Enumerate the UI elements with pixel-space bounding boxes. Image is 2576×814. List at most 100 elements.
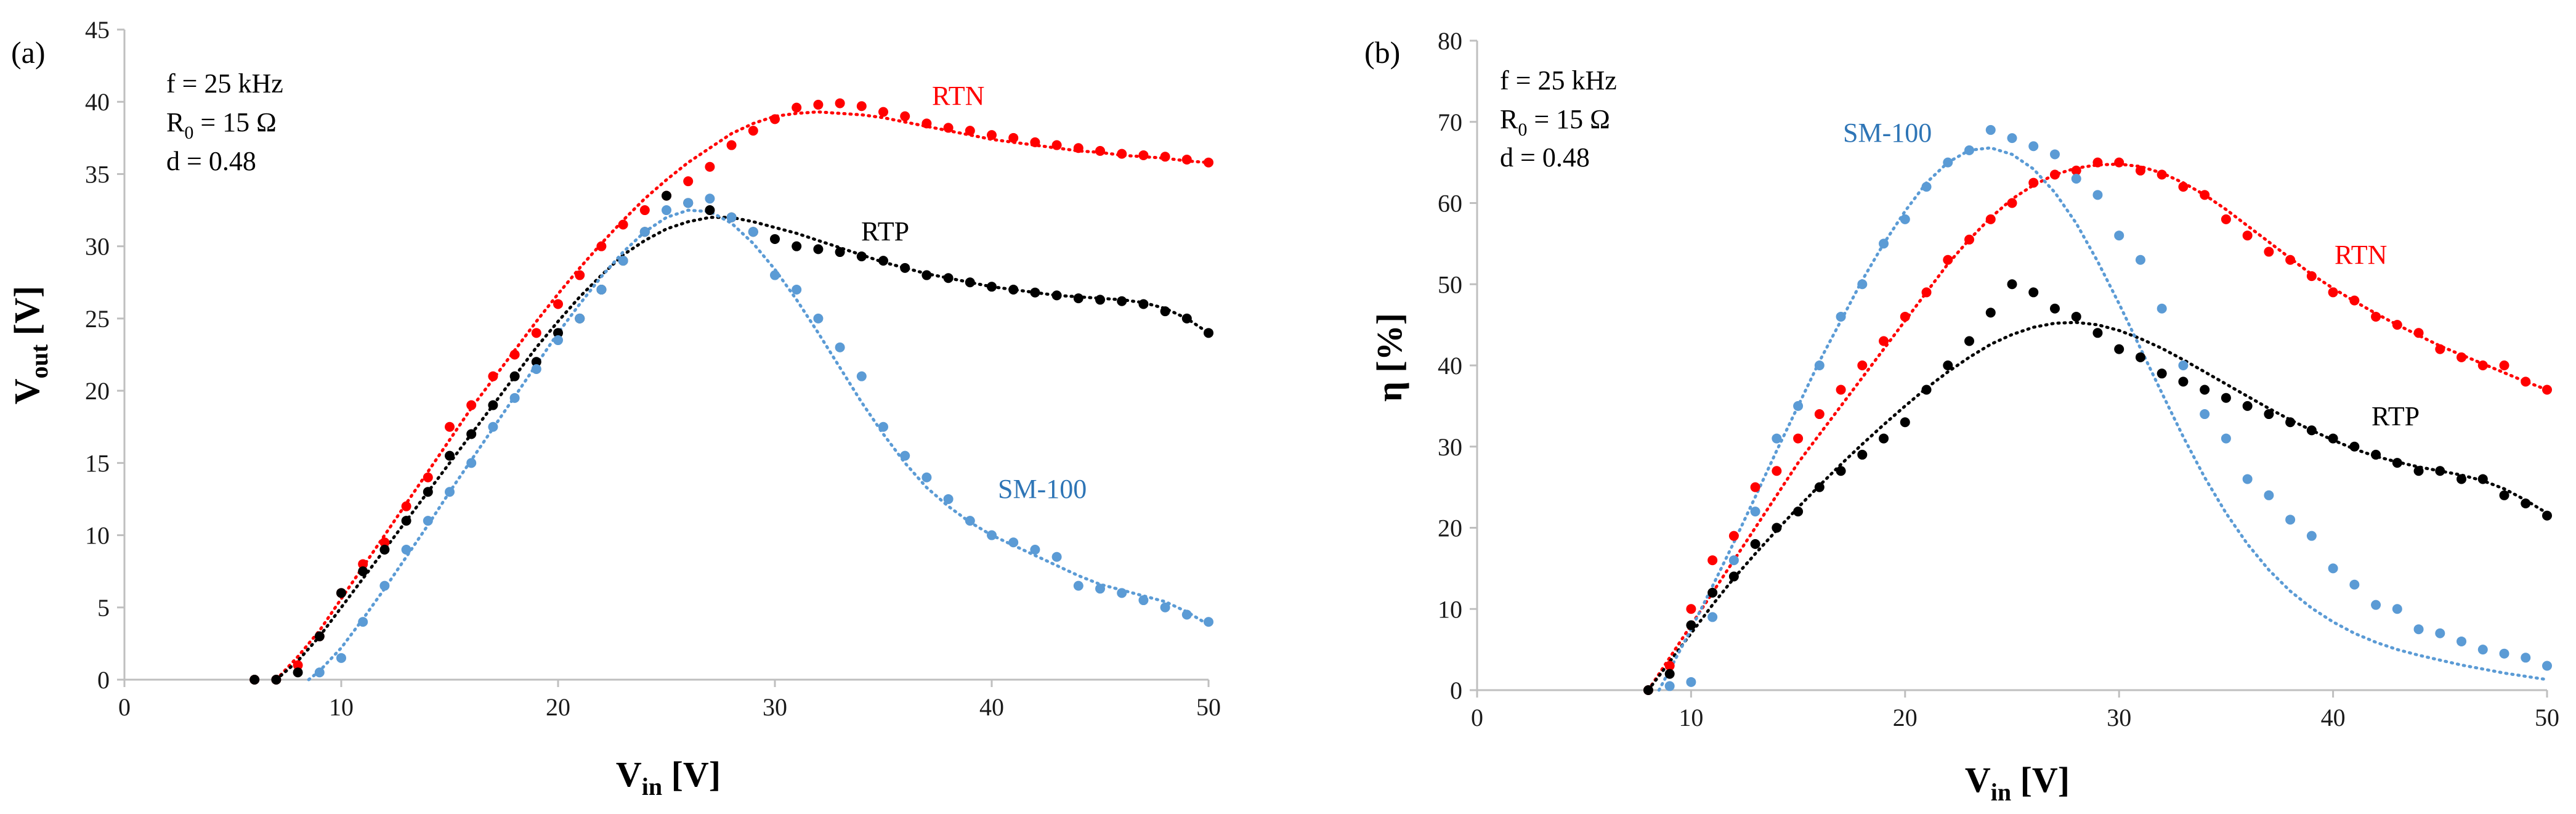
- data-point-sm-100: [1943, 158, 1953, 168]
- data-point-rtn: [640, 205, 650, 215]
- data-point-sm-100: [878, 422, 888, 432]
- data-point-rtp: [2349, 442, 2359, 452]
- y-tick-label: 20: [1438, 515, 1462, 542]
- data-point-rtn: [1772, 466, 1781, 476]
- data-point-rtn: [1095, 146, 1105, 156]
- data-point-rtp: [965, 277, 975, 287]
- data-point-sm-100: [1729, 555, 1739, 565]
- data-point-rtn: [2500, 360, 2509, 370]
- data-point-rtp: [2243, 401, 2253, 411]
- data-point-sm-100: [944, 494, 954, 504]
- data-point-sm-100: [2414, 624, 2424, 634]
- data-point-rtn: [1879, 336, 1889, 346]
- data-point-rtp: [921, 271, 931, 280]
- data-point-rtp: [2328, 434, 2338, 444]
- data-point-rtn: [1160, 152, 1170, 161]
- data-point-rtn: [1836, 385, 1846, 395]
- data-point-sm-100: [662, 205, 671, 215]
- data-point-rtp: [402, 516, 411, 526]
- data-point-rtp: [878, 256, 888, 266]
- data-point-rtp: [1204, 328, 1213, 338]
- data-point-rtp: [2050, 304, 2060, 314]
- panel-label: (b): [1364, 35, 1400, 70]
- data-point-rtn: [2243, 230, 2253, 240]
- data-point-rtp: [1707, 588, 1717, 598]
- x-tick-label: 40: [2321, 704, 2346, 731]
- data-point-sm-100: [488, 422, 498, 432]
- data-point-rtn: [488, 372, 498, 381]
- data-point-sm-100: [1879, 238, 1889, 248]
- series-label-rtn: RTN: [2335, 240, 2387, 270]
- data-point-sm-100: [315, 667, 325, 677]
- data-point-rtn: [705, 162, 715, 172]
- data-point-rtp: [2542, 511, 2552, 521]
- data-point-sm-100: [1793, 401, 1803, 411]
- data-point-rtn: [2264, 247, 2274, 257]
- data-point-rtn: [2542, 385, 2552, 395]
- data-point-rtn: [792, 103, 801, 113]
- data-point-sm-100: [1922, 182, 1932, 192]
- data-point-rtp: [1160, 306, 1170, 316]
- y-ticks: 01020304050607080: [1438, 27, 1477, 704]
- data-point-rtn: [2221, 214, 2231, 224]
- data-point-sm-100: [1836, 312, 1846, 322]
- data-point-rtn: [748, 126, 758, 136]
- r-main: R: [166, 107, 185, 137]
- data-point-sm-100: [2285, 515, 2295, 524]
- fit-line-rtp: [1648, 322, 2547, 690]
- data-point-sm-100: [575, 314, 585, 324]
- data-point-rtn: [402, 502, 411, 511]
- data-point-sm-100: [640, 227, 650, 237]
- data-point-sm-100: [423, 516, 433, 526]
- data-point-rtp: [510, 372, 520, 381]
- series-label-sm100: SM-100: [998, 474, 1087, 504]
- data-point-rtp: [2371, 450, 2381, 460]
- data-point-sm-100: [2478, 645, 2488, 654]
- data-point-rtp: [900, 263, 910, 273]
- data-point-rtn: [1008, 133, 1018, 143]
- figure: (a) 0 10 20 30 40 50 051015202530354045 f = 2…: [0, 0, 2576, 814]
- data-point-rtp: [2157, 368, 2167, 378]
- data-point-sm-100: [358, 617, 368, 627]
- annotation-resistance: R0 = 15 Ω: [166, 107, 277, 143]
- data-point-rtp: [423, 487, 433, 497]
- data-point-sm-100: [770, 271, 780, 280]
- data-point-rtp: [249, 675, 259, 685]
- data-point-rtn: [1182, 155, 1192, 165]
- data-point-rtn: [1052, 140, 1062, 150]
- data-point-sm-100: [510, 393, 520, 403]
- data-point-rtn: [423, 473, 433, 482]
- data-point-sm-100: [1964, 145, 1974, 155]
- data-point-rtn: [2435, 344, 2445, 354]
- x-tick-label: 30: [763, 693, 787, 721]
- data-point-rtp: [792, 242, 801, 251]
- data-point-rtp: [2500, 490, 2509, 500]
- data-point-sm-100: [2028, 141, 2038, 151]
- data-point-rtp: [336, 588, 346, 598]
- data-point-rtp: [1182, 314, 1192, 324]
- x-tick-label: 10: [1679, 704, 1703, 731]
- data-point-sm-100: [2371, 600, 2381, 610]
- x-axis-label: Vin [V]: [616, 754, 721, 800]
- x-tick-label: 20: [1893, 704, 1918, 731]
- data-point-sm-100: [2500, 649, 2509, 659]
- data-point-sm-100: [1665, 681, 1675, 691]
- y-tick-label: 15: [85, 449, 110, 477]
- data-point-sm-100: [1117, 588, 1127, 598]
- data-point-rtn: [2136, 166, 2145, 176]
- data-point-rtp: [2435, 466, 2445, 476]
- data-point-sm-100: [1751, 507, 1760, 516]
- data-point-sm-100: [2457, 637, 2466, 646]
- data-point-sm-100: [2050, 149, 2060, 159]
- data-point-sm-100: [379, 581, 389, 591]
- data-point-rtp: [315, 632, 325, 641]
- data-point-sm-100: [2392, 604, 2402, 614]
- data-point-rtn: [1964, 235, 1974, 245]
- data-point-rtn: [445, 422, 455, 432]
- data-point-sm-100: [813, 314, 823, 324]
- data-point-sm-100: [1052, 552, 1062, 562]
- data-point-sm-100: [987, 531, 997, 540]
- data-point-sm-100: [1707, 612, 1717, 622]
- y-tick-label: 80: [1438, 27, 1462, 55]
- data-point-rtp: [2285, 417, 2295, 427]
